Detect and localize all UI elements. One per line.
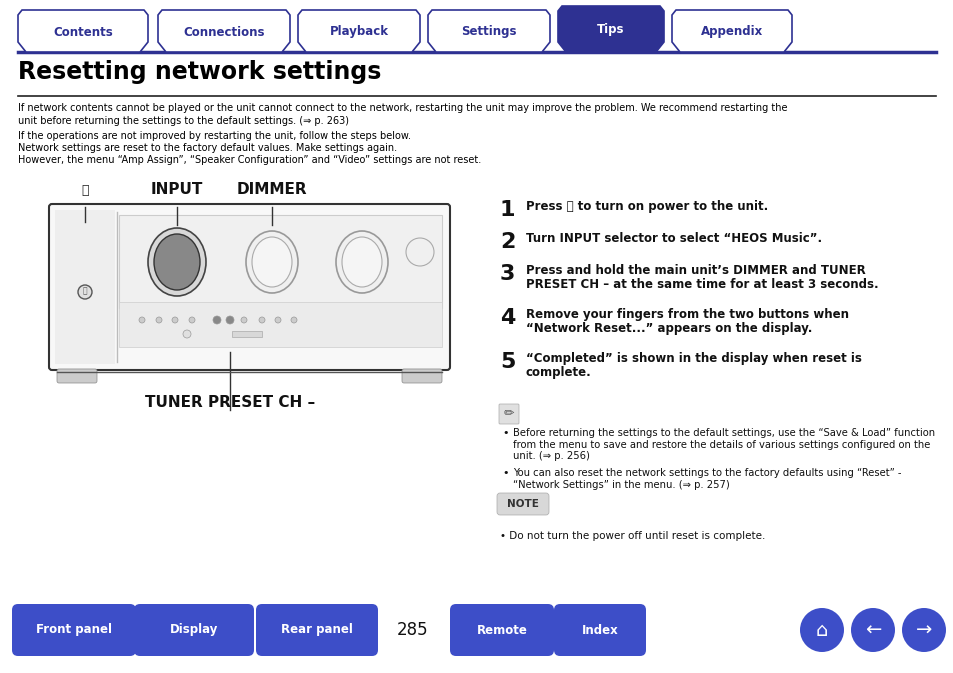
Text: If network contents cannot be played or the unit cannot connect to the network, : If network contents cannot be played or … bbox=[18, 103, 786, 113]
Bar bbox=[119, 302, 441, 347]
Polygon shape bbox=[18, 10, 148, 52]
FancyBboxPatch shape bbox=[57, 369, 97, 383]
Polygon shape bbox=[158, 10, 290, 52]
Circle shape bbox=[156, 317, 162, 323]
Circle shape bbox=[291, 317, 296, 323]
Circle shape bbox=[241, 317, 247, 323]
Text: 3: 3 bbox=[499, 264, 515, 284]
FancyBboxPatch shape bbox=[498, 404, 518, 424]
Text: 1: 1 bbox=[499, 200, 515, 220]
Text: Playback: Playback bbox=[329, 26, 388, 38]
Polygon shape bbox=[428, 10, 550, 52]
FancyBboxPatch shape bbox=[450, 604, 554, 656]
Text: •: • bbox=[501, 428, 508, 438]
Text: PRESET CH – at the same time for at least 3 seconds.: PRESET CH – at the same time for at leas… bbox=[525, 278, 878, 291]
Text: “Network Reset...” appears on the display.: “Network Reset...” appears on the displa… bbox=[525, 322, 812, 335]
FancyBboxPatch shape bbox=[119, 215, 441, 308]
Circle shape bbox=[850, 608, 894, 652]
Text: • Do not turn the power off until reset is complete.: • Do not turn the power off until reset … bbox=[499, 531, 764, 541]
Text: Connections: Connections bbox=[183, 26, 265, 38]
Text: Tips: Tips bbox=[597, 24, 624, 36]
Text: Resetting network settings: Resetting network settings bbox=[18, 60, 381, 84]
Text: Press and hold the main unit’s DIMMER and TUNER: Press and hold the main unit’s DIMMER an… bbox=[525, 264, 864, 277]
Text: NOTE: NOTE bbox=[507, 499, 538, 509]
FancyBboxPatch shape bbox=[554, 604, 645, 656]
Text: “Network Settings” in the menu. (⇒ p. 257): “Network Settings” in the menu. (⇒ p. 25… bbox=[513, 479, 729, 489]
Circle shape bbox=[274, 317, 281, 323]
FancyBboxPatch shape bbox=[12, 604, 136, 656]
Text: ⌂: ⌂ bbox=[815, 621, 827, 639]
Text: Before returning the settings to the default settings, use the “Save & Load” fun: Before returning the settings to the def… bbox=[513, 428, 934, 438]
Text: TUNER PRESET CH –: TUNER PRESET CH – bbox=[145, 395, 314, 410]
Text: →: → bbox=[915, 621, 931, 639]
Text: Turn INPUT selector to select “HEOS Music”.: Turn INPUT selector to select “HEOS Musi… bbox=[525, 232, 821, 245]
Polygon shape bbox=[671, 10, 791, 52]
Bar bbox=[232, 331, 262, 337]
Circle shape bbox=[213, 316, 221, 324]
Text: ⏻: ⏻ bbox=[81, 184, 89, 197]
Text: Remote: Remote bbox=[476, 623, 527, 637]
Text: unit. (⇒ p. 256): unit. (⇒ p. 256) bbox=[513, 451, 589, 461]
Circle shape bbox=[78, 285, 91, 299]
Text: unit before returning the settings to the default settings. (⇒ p. 263): unit before returning the settings to th… bbox=[18, 116, 349, 126]
Circle shape bbox=[800, 608, 843, 652]
Text: Settings: Settings bbox=[460, 26, 517, 38]
Text: ⏻: ⏻ bbox=[83, 287, 88, 295]
Text: Remove your fingers from the two buttons when: Remove your fingers from the two buttons… bbox=[525, 308, 848, 321]
Ellipse shape bbox=[153, 234, 200, 290]
Text: 4: 4 bbox=[499, 308, 515, 328]
Ellipse shape bbox=[335, 231, 388, 293]
Text: Index: Index bbox=[581, 623, 618, 637]
Circle shape bbox=[172, 317, 178, 323]
Text: complete.: complete. bbox=[525, 366, 591, 379]
FancyBboxPatch shape bbox=[133, 604, 253, 656]
FancyBboxPatch shape bbox=[401, 369, 441, 383]
Text: 285: 285 bbox=[396, 621, 428, 639]
Text: DIMMER: DIMMER bbox=[236, 182, 307, 197]
Text: Front panel: Front panel bbox=[36, 623, 112, 637]
Text: ←: ← bbox=[864, 621, 881, 639]
Circle shape bbox=[183, 330, 191, 338]
Text: Contents: Contents bbox=[53, 26, 112, 38]
FancyBboxPatch shape bbox=[255, 604, 377, 656]
Ellipse shape bbox=[252, 237, 292, 287]
Text: Network settings are reset to the factory default values. Make settings again.: Network settings are reset to the factor… bbox=[18, 143, 396, 153]
Ellipse shape bbox=[341, 237, 381, 287]
Text: ✏: ✏ bbox=[503, 407, 514, 421]
Ellipse shape bbox=[148, 228, 206, 296]
Text: INPUT: INPUT bbox=[151, 182, 203, 197]
Text: Rear panel: Rear panel bbox=[281, 623, 353, 637]
Circle shape bbox=[189, 317, 194, 323]
Text: 5: 5 bbox=[499, 352, 515, 372]
Polygon shape bbox=[558, 6, 663, 52]
Circle shape bbox=[139, 317, 145, 323]
Text: 2: 2 bbox=[499, 232, 515, 252]
Circle shape bbox=[258, 317, 265, 323]
FancyBboxPatch shape bbox=[497, 493, 548, 515]
Text: Appendix: Appendix bbox=[700, 26, 762, 38]
FancyBboxPatch shape bbox=[49, 204, 450, 370]
Circle shape bbox=[226, 316, 233, 324]
Text: from the menu to save and restore the details of various settings configured on : from the menu to save and restore the de… bbox=[513, 439, 929, 450]
Text: •: • bbox=[501, 468, 508, 478]
FancyBboxPatch shape bbox=[55, 210, 115, 364]
Ellipse shape bbox=[246, 231, 297, 293]
Polygon shape bbox=[297, 10, 419, 52]
Text: “Completed” is shown in the display when reset is: “Completed” is shown in the display when… bbox=[525, 352, 861, 365]
Circle shape bbox=[406, 238, 434, 266]
Text: Press ⏻ to turn on power to the unit.: Press ⏻ to turn on power to the unit. bbox=[525, 200, 767, 213]
Text: Display: Display bbox=[170, 623, 218, 637]
Text: However, the menu “Amp Assign”, “Speaker Configuration” and “Video” settings are: However, the menu “Amp Assign”, “Speaker… bbox=[18, 155, 480, 165]
Text: If the operations are not improved by restarting the unit, follow the steps belo: If the operations are not improved by re… bbox=[18, 131, 411, 141]
Circle shape bbox=[901, 608, 945, 652]
Text: You can also reset the network settings to the factory defaults using “Reset” -: You can also reset the network settings … bbox=[513, 468, 901, 478]
